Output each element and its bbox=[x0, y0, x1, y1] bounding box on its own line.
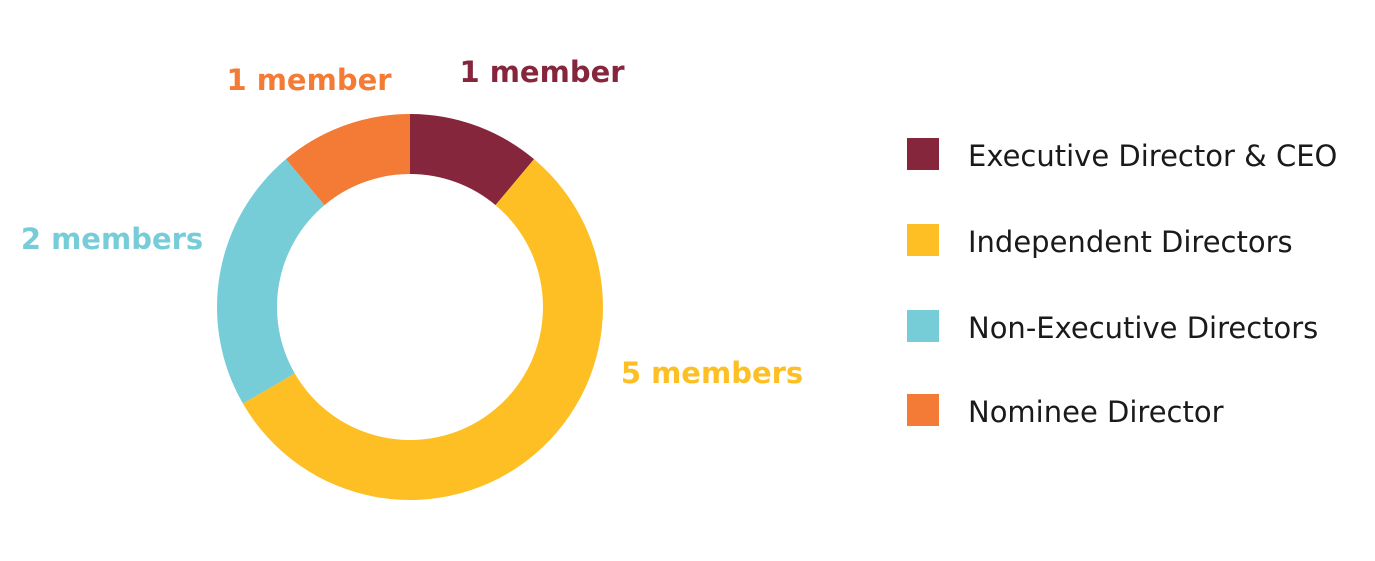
data-label-1: 5 members bbox=[621, 356, 803, 390]
data-label-0: 1 member bbox=[459, 55, 625, 89]
legend-label: Independent Directors bbox=[968, 225, 1293, 259]
legend-item: Executive Director & CEO bbox=[907, 138, 1337, 173]
legend-swatch bbox=[907, 224, 939, 256]
legend-swatch bbox=[907, 310, 939, 342]
slice-independent-directors bbox=[242, 159, 603, 501]
chart-legend: Executive Director & CEO Independent Dire… bbox=[907, 138, 1337, 429]
legend-item: Nominee Director bbox=[907, 394, 1224, 429]
data-label-2: 2 members bbox=[21, 222, 203, 256]
legend-label: Nominee Director bbox=[968, 395, 1224, 429]
data-label-3: 1 member bbox=[226, 63, 392, 97]
legend-swatch bbox=[907, 138, 939, 170]
slice-non-executive-directors bbox=[217, 159, 325, 404]
slice-executive-director-ceo bbox=[410, 114, 535, 206]
legend-item: Independent Directors bbox=[907, 224, 1293, 259]
legend-label: Executive Director & CEO bbox=[968, 139, 1337, 173]
chart-data-labels: 1 member 5 members 2 members 1 member bbox=[21, 55, 803, 390]
legend-item: Non-Executive Directors bbox=[907, 310, 1318, 345]
legend-label: Non-Executive Directors bbox=[968, 311, 1318, 345]
legend-swatch bbox=[907, 394, 939, 426]
chart-slices bbox=[217, 114, 603, 501]
slice-nominee-director bbox=[285, 114, 410, 206]
